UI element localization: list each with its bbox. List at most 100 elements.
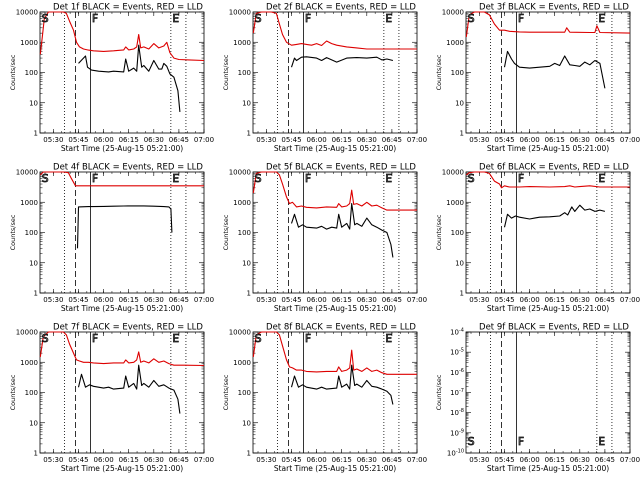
y-tick-label: 10 bbox=[29, 419, 38, 427]
x-tick-label: 06:15 bbox=[332, 296, 352, 304]
y-tick-label: 1000 bbox=[233, 199, 251, 207]
x-tick-label: 06:00 bbox=[519, 296, 539, 304]
y-axis-label: Counts/sec bbox=[222, 214, 230, 250]
marker-s: S bbox=[42, 333, 49, 345]
x-tick-label: 06:30 bbox=[357, 456, 377, 464]
x-tick-label: 06:00 bbox=[93, 296, 113, 304]
x-tick-label: 05:45 bbox=[68, 136, 88, 144]
x-tick-label: 05:30 bbox=[469, 136, 489, 144]
x-tick-label: 06:30 bbox=[570, 296, 590, 304]
chart-panel-8: Det 8f BLACK = Events, RED = LLD 1 10 100 10… bbox=[222, 323, 427, 474]
marker-s: S bbox=[42, 13, 49, 25]
x-tick-label: 06:30 bbox=[144, 136, 164, 144]
x-tick-label: 07:00 bbox=[620, 456, 640, 464]
x-tick-label: 06:00 bbox=[306, 456, 326, 464]
x-tick-label: 06:15 bbox=[119, 456, 139, 464]
x-tick-label: 06:00 bbox=[306, 296, 326, 304]
x-tick-label: 05:45 bbox=[494, 296, 514, 304]
x-tick-label: 06:45 bbox=[169, 456, 189, 464]
x-tick-label: 06:30 bbox=[357, 296, 377, 304]
x-tick-label: 05:45 bbox=[68, 456, 88, 464]
y-tick-label: 10-9 bbox=[450, 428, 464, 437]
x-tick-label: 05:45 bbox=[281, 296, 301, 304]
marker-s: S bbox=[468, 173, 475, 185]
y-tick-label: 10000 bbox=[229, 169, 251, 177]
series-line-lld bbox=[39, 171, 204, 187]
y-tick-label: 100 bbox=[238, 389, 251, 397]
marker-f: F bbox=[305, 13, 311, 25]
x-tick-label: 06:15 bbox=[545, 456, 565, 464]
marker-f: F bbox=[92, 333, 98, 345]
chart-panel-4: Det 4f BLACK = Events, RED = LLD 1 10 100 10… bbox=[9, 163, 214, 314]
series-line-lld bbox=[252, 11, 417, 50]
chart-title: Det 2f BLACK = Events, RED = LLD bbox=[266, 3, 416, 13]
y-tick-label: 100 bbox=[25, 229, 38, 237]
x-tick-label: 06:45 bbox=[382, 296, 402, 304]
series-line-lld bbox=[465, 171, 630, 189]
y-tick-label: 10-4 bbox=[450, 328, 464, 337]
marker-f: F bbox=[305, 173, 311, 185]
y-tick-label: 10000 bbox=[229, 329, 251, 337]
series-line-events bbox=[290, 203, 394, 258]
y-axis-label: Counts/sec bbox=[435, 374, 443, 410]
x-axis-label: Start Time (25-Aug-15 05:21:00) bbox=[61, 304, 183, 313]
x-axis-label: Start Time (25-Aug-15 05:21:00) bbox=[487, 464, 609, 473]
series-line-lld bbox=[465, 11, 631, 37]
marker-f: F bbox=[518, 173, 524, 185]
x-tick-label: 06:45 bbox=[595, 136, 615, 144]
y-tick-label: 10 bbox=[455, 259, 464, 267]
y-axis-label: Counts/sec bbox=[9, 374, 17, 410]
chart-title: Det 3f BLACK = Events, RED = LLD bbox=[479, 3, 629, 13]
chart-panel-9: Det 9f BLACK = Events, RED = LLD 10-10 10-… bbox=[435, 323, 640, 474]
marker-e: E bbox=[598, 436, 605, 448]
x-tick-label: 05:45 bbox=[281, 136, 301, 144]
series-line-lld bbox=[39, 11, 205, 62]
y-tick-label: 10000 bbox=[16, 169, 38, 177]
x-tick-label: 05:45 bbox=[68, 296, 88, 304]
chart-panel-7: Det 7f BLACK = Events, RED = LLD 1 10 100 10… bbox=[9, 323, 214, 474]
x-tick-label: 07:00 bbox=[407, 296, 427, 304]
y-tick-label: 10000 bbox=[442, 9, 464, 17]
y-tick-label: 100 bbox=[25, 389, 38, 397]
y-tick-label: 1000 bbox=[233, 39, 251, 47]
marker-s: S bbox=[255, 173, 262, 185]
x-tick-label: 06:00 bbox=[93, 136, 113, 144]
series-line-lld bbox=[252, 171, 417, 211]
y-tick-label: 1 bbox=[460, 130, 464, 138]
x-tick-label: 05:30 bbox=[256, 456, 276, 464]
y-tick-label: 100 bbox=[25, 69, 38, 77]
y-tick-label: 10-10 bbox=[447, 449, 464, 458]
chart-title: Det 4f BLACK = Events, RED = LLD bbox=[53, 163, 203, 173]
marker-e: E bbox=[172, 173, 179, 185]
y-tick-label: 100 bbox=[238, 69, 251, 77]
y-tick-label: 10 bbox=[455, 99, 464, 107]
x-tick-label: 06:15 bbox=[545, 136, 565, 144]
x-tick-label: 06:45 bbox=[382, 456, 402, 464]
chart-panel-6: Det 6f BLACK = Events, RED = LLD 1 10 100 10… bbox=[435, 163, 640, 314]
x-tick-label: 06:15 bbox=[332, 136, 352, 144]
marker-e: E bbox=[385, 333, 392, 345]
x-tick-label: 07:00 bbox=[407, 456, 427, 464]
series-line-events bbox=[77, 364, 181, 414]
y-tick-label: 1 bbox=[460, 290, 464, 298]
y-tick-label: 1000 bbox=[20, 199, 38, 207]
marker-s: S bbox=[255, 13, 262, 25]
series-line-lld bbox=[39, 331, 205, 367]
series-line-events bbox=[503, 50, 606, 89]
marker-f: F bbox=[518, 13, 524, 25]
x-tick-label: 06:15 bbox=[119, 136, 139, 144]
chart-title: Det 8f BLACK = Events, RED = LLD bbox=[266, 323, 416, 333]
y-tick-label: 1 bbox=[247, 450, 251, 458]
x-tick-label: 05:30 bbox=[256, 136, 276, 144]
x-tick-label: 07:00 bbox=[194, 136, 214, 144]
y-tick-label: 10-7 bbox=[450, 388, 464, 397]
y-tick-label: 10-5 bbox=[450, 348, 464, 357]
x-axis-label: Start Time (25-Aug-15 05:21:00) bbox=[274, 304, 396, 313]
x-tick-label: 05:45 bbox=[281, 456, 301, 464]
x-tick-label: 05:30 bbox=[43, 456, 63, 464]
x-tick-label: 06:00 bbox=[306, 136, 326, 144]
marker-f: F bbox=[92, 173, 98, 185]
y-tick-label: 100 bbox=[238, 229, 251, 237]
x-tick-label: 06:15 bbox=[545, 296, 565, 304]
x-tick-label: 06:30 bbox=[357, 136, 377, 144]
